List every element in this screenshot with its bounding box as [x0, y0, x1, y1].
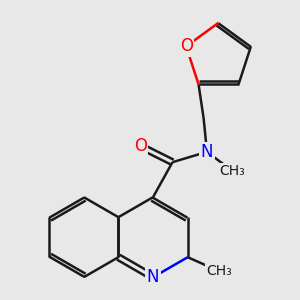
Text: CH₃: CH₃ [220, 164, 245, 178]
Text: O: O [134, 137, 147, 155]
Text: N: N [201, 143, 213, 161]
Text: N: N [147, 268, 159, 286]
Text: O: O [180, 37, 193, 55]
Text: CH₃: CH₃ [206, 264, 232, 278]
